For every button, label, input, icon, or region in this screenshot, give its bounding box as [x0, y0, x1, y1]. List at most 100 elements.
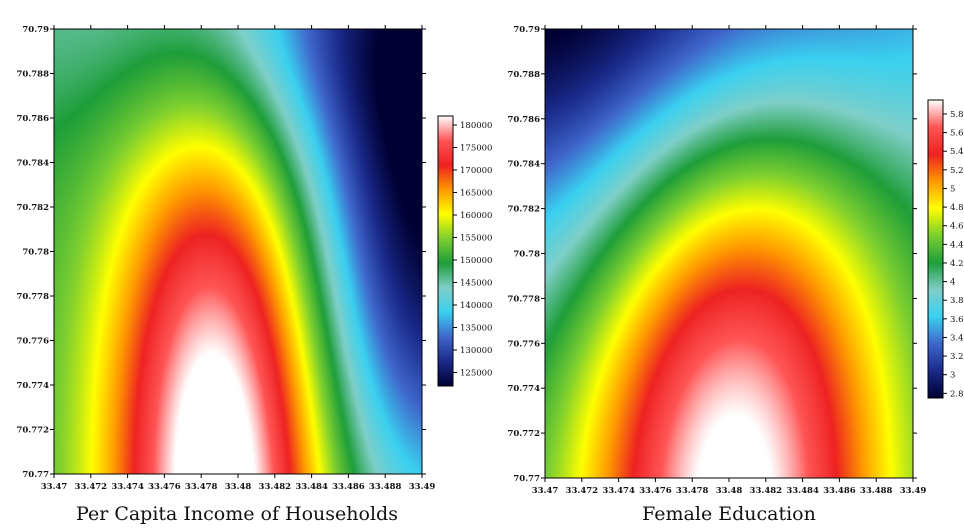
- heatmap-image-education: [545, 29, 913, 478]
- x-tick-education: 33.482: [750, 25, 783, 496]
- x-tick-income: 33.49: [409, 25, 436, 492]
- x-tick-income: 33.48: [225, 25, 252, 492]
- y-tick-label: 70.778: [507, 294, 540, 304]
- colorbar-frame-income: [437, 115, 454, 387]
- x-tick-education: 33.48: [716, 25, 742, 496]
- colorbar-tick-label: 5: [950, 184, 955, 194]
- x-tick-income: 33.478: [185, 25, 218, 492]
- y-tick-label: 70.772: [507, 429, 540, 439]
- x-tick-education: 33.484: [786, 25, 819, 496]
- colorbar-tick-label: 150000: [460, 256, 492, 266]
- colorbar-tick-label: 4.8: [950, 203, 964, 213]
- x-tick-label: 33.486: [823, 486, 856, 496]
- x-tick-income: 33.486: [332, 25, 365, 492]
- x-tick-label: 33.486: [332, 482, 365, 492]
- x-tick-income: 33.484: [295, 25, 328, 492]
- y-tick-label: 70.774: [507, 384, 540, 394]
- colorbar-tick-label: 155000: [460, 234, 492, 244]
- colorbar-tick-income: 135000: [453, 324, 492, 334]
- colorbar-tick-label: 3.6: [950, 315, 964, 325]
- y-tick-income: 70.786: [16, 114, 426, 124]
- colorbar-tick-income: 165000: [453, 189, 492, 199]
- x-tick-income: 33.476: [148, 25, 181, 492]
- heatmap-education: [545, 29, 913, 478]
- colorbar-tick-education: 5.8: [943, 110, 964, 120]
- y-tick-label: 70.782: [507, 205, 540, 215]
- x-tick-label: 33.49: [900, 486, 927, 496]
- colorbar-tick-income: 125000: [453, 369, 492, 379]
- x-tick-label: 33.472: [566, 486, 599, 496]
- y-tick-income: 70.788: [16, 70, 426, 80]
- y-tick-income: 70.774: [16, 381, 426, 391]
- x-tick-income: 33.488: [369, 25, 402, 492]
- colorbar-tick-education: 3.2: [943, 352, 964, 362]
- colorbar-tick-label: 3.2: [950, 352, 964, 362]
- colorbar-tick-education: 4: [943, 278, 955, 288]
- x-tick-education: 33.478: [676, 25, 709, 496]
- y-tick-label: 70.78: [513, 250, 540, 260]
- y-tick-education: 70.79: [513, 25, 917, 35]
- colorbar-tick-education: 3.8: [943, 296, 964, 306]
- colorbar-tick-income: 160000: [453, 211, 492, 221]
- chart-title-income: Per Capita Income of Households: [76, 503, 398, 525]
- colorbar-tick-income: 180000: [453, 121, 492, 131]
- y-tick-label: 70.784: [16, 159, 49, 169]
- y-tick-label: 70.772: [16, 426, 49, 436]
- y-tick-label: 70.788: [507, 70, 540, 80]
- y-tick-income: 70.782: [16, 203, 426, 213]
- colorbar-tick-label: 130000: [460, 346, 492, 356]
- y-tick-label: 70.786: [507, 115, 540, 125]
- x-tick-income: 33.474: [111, 25, 144, 492]
- colorbar-tick-label: 4.4: [950, 240, 964, 250]
- colorbar-tick-label: 180000: [460, 121, 492, 131]
- x-tick-label: 33.48: [225, 482, 252, 492]
- panel-income: 70.77 70.772 70.774 70.776 70.778 70.78 70.782…: [16, 25, 492, 525]
- y-tick-income: 70.778: [16, 292, 426, 302]
- y-tick-income: 70.784: [16, 159, 426, 169]
- x-axis-income: 33.47 33.472 33.474 33.476 33.478 33.48 33.482…: [41, 25, 436, 492]
- colorbar-tick-label: 165000: [460, 189, 492, 199]
- x-tick-label: 33.49: [409, 482, 436, 492]
- x-tick-label: 33.474: [602, 486, 635, 496]
- x-tick-education: 33.474: [602, 25, 635, 496]
- colorbar-tick-label: 135000: [460, 324, 492, 334]
- x-tick-education: 33.472: [566, 25, 599, 496]
- colorbar-tick-education: 5.2: [943, 166, 964, 176]
- y-tick-income: 70.776: [16, 337, 426, 347]
- y-axis-income: 70.77 70.772 70.774 70.776 70.778 70.78 70.782…: [16, 25, 426, 480]
- colorbar-tick-label: 170000: [460, 166, 492, 176]
- colorbar-tick-education: 4.4: [943, 240, 964, 250]
- y-tick-label: 70.79: [513, 25, 540, 35]
- colorbar-tick-label: 5.6: [950, 129, 964, 139]
- x-tick-label: 33.476: [148, 482, 181, 492]
- colorbar-tick-label: 125000: [460, 369, 492, 379]
- colorbar-tick-education: 4.8: [943, 203, 964, 213]
- colorbar-tick-income: 140000: [453, 301, 492, 311]
- y-tick-education: 70.77: [513, 474, 917, 484]
- y-tick-education: 70.772: [507, 429, 917, 439]
- y-tick-education: 70.776: [507, 339, 917, 349]
- colorbar-tick-income: 175000: [453, 144, 492, 154]
- colorbar-tick-education: 3.4: [943, 333, 964, 343]
- y-tick-income: 70.78: [22, 248, 426, 258]
- colorbar-tick-education: 4.2: [943, 259, 964, 269]
- y-tick-label: 70.788: [16, 70, 49, 80]
- x-tick-label: 33.482: [259, 482, 292, 492]
- colorbar-tick-label: 4.6: [950, 222, 964, 232]
- x-tick-label: 33.478: [185, 482, 218, 492]
- y-tick-label: 70.77: [513, 474, 540, 484]
- colorbar-tick-label: 5.2: [950, 166, 964, 176]
- colorbar-tick-label: 5.4: [950, 147, 964, 157]
- y-tick-label: 70.778: [16, 292, 49, 302]
- y-tick-label: 70.79: [22, 25, 49, 35]
- colorbar-tick-label: 140000: [460, 301, 492, 311]
- x-tick-education: 33.47: [532, 25, 558, 496]
- x-tick-education: 33.486: [823, 25, 856, 496]
- y-tick-education: 70.78: [513, 250, 917, 260]
- colorbar-tick-income: 145000: [453, 279, 492, 289]
- colorbar-tick-label: 5.8: [950, 110, 964, 120]
- colorbar-tick-label: 175000: [460, 144, 492, 154]
- heatmap-income: [54, 29, 422, 474]
- colorbar-tick-education: 3.6: [943, 315, 964, 325]
- x-tick-label: 33.482: [750, 486, 783, 496]
